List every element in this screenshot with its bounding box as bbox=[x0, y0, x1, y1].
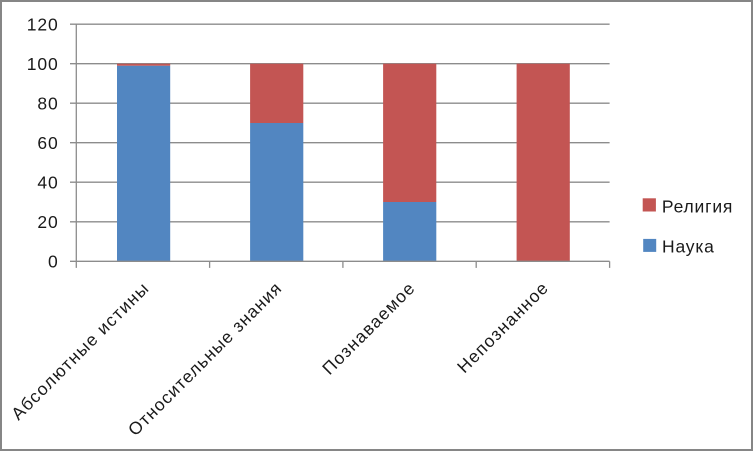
svg-text:40: 40 bbox=[37, 173, 58, 193]
svg-text:120: 120 bbox=[27, 15, 59, 35]
svg-text:0: 0 bbox=[48, 252, 59, 272]
svg-text:Наука: Наука bbox=[662, 237, 715, 257]
svg-text:20: 20 bbox=[37, 212, 58, 232]
svg-text:60: 60 bbox=[37, 133, 58, 153]
svg-text:100: 100 bbox=[27, 54, 59, 74]
svg-text:80: 80 bbox=[37, 94, 58, 114]
svg-text:Религия: Религия bbox=[662, 197, 733, 217]
